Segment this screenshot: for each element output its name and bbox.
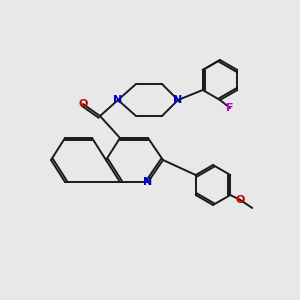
Text: O: O — [236, 195, 245, 205]
Text: F: F — [226, 103, 234, 113]
Text: N: N — [143, 177, 153, 187]
Text: O: O — [78, 99, 88, 109]
Text: N: N — [173, 95, 183, 105]
Text: N: N — [113, 95, 123, 105]
